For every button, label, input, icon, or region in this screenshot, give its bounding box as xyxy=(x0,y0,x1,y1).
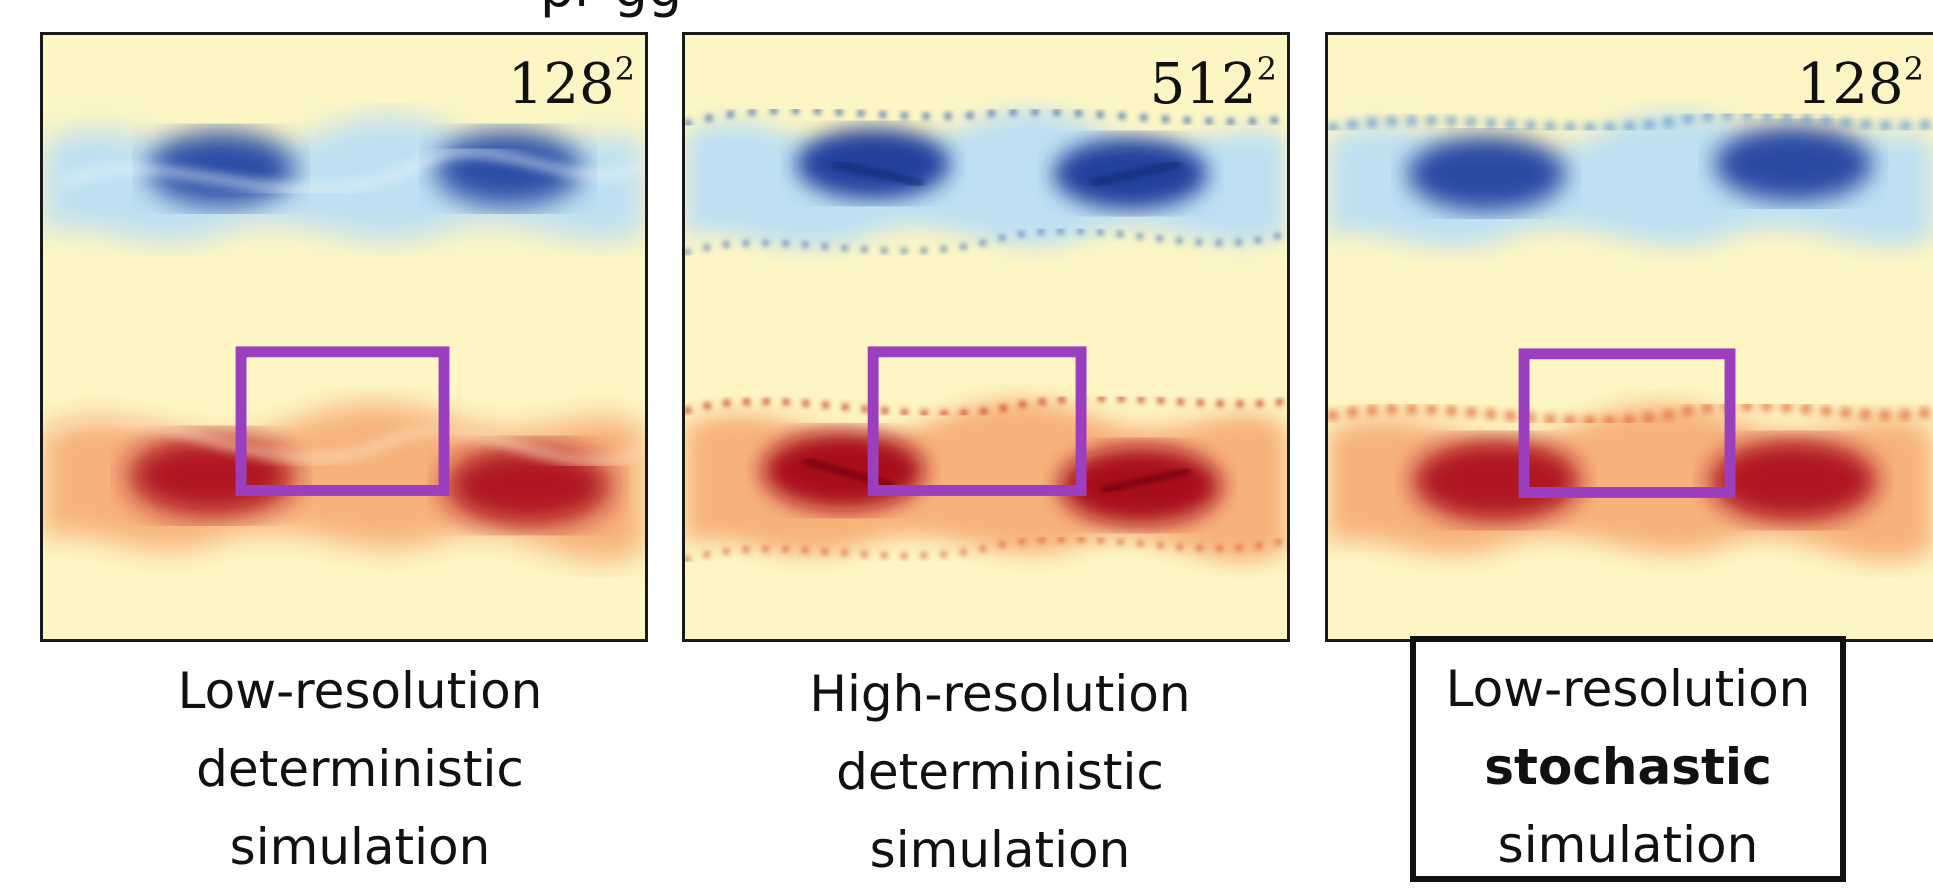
zoom-box xyxy=(867,346,1087,496)
caption-line: simulation xyxy=(229,818,491,876)
caption-line: simulation xyxy=(869,821,1131,879)
caption-line: deterministic xyxy=(196,740,524,798)
caption-low-res-deterministic: Low-resolution deterministic simulation xyxy=(90,652,630,886)
simulation-panel-low-res-stochastic: 1282 xyxy=(1325,32,1933,642)
zoom-box xyxy=(235,346,450,496)
caption-line-emphasis: stochastic xyxy=(1484,738,1772,796)
vorticity-field-image xyxy=(43,35,645,639)
caption-line: simulation xyxy=(1497,816,1759,874)
caption-low-res-stochastic: Low-resolution stochastic simulation xyxy=(1410,636,1846,882)
cropped-header-text: pr gg xyxy=(540,0,682,19)
caption-line: Low-resolution xyxy=(1445,660,1811,718)
resolution-label: 1282 xyxy=(1796,50,1924,117)
zoom-box xyxy=(1518,348,1736,498)
vorticity-field-image xyxy=(685,35,1287,639)
caption-line: High-resolution xyxy=(809,665,1191,723)
simulation-panel-high-res-deterministic: 5122 xyxy=(682,32,1290,642)
caption-line: Low-resolution xyxy=(177,662,543,720)
resolution-label: 1282 xyxy=(507,50,635,117)
resolution-label: 5122 xyxy=(1149,50,1277,117)
caption-line: deterministic xyxy=(836,743,1164,801)
simulation-panel-low-res-deterministic: 1282 xyxy=(40,32,648,642)
vorticity-field-image xyxy=(1328,35,1933,639)
caption-high-res-deterministic: High-resolution deterministic simulation xyxy=(730,655,1270,889)
